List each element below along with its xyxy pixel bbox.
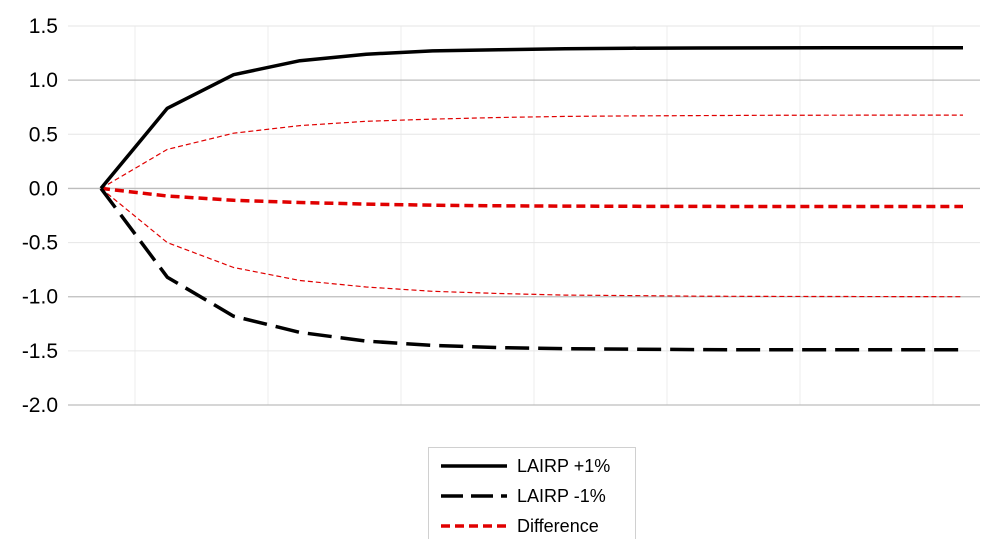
series-line-0 bbox=[99, 45, 963, 190]
series-lines bbox=[99, 45, 964, 352]
series-line-3 bbox=[100, 114, 963, 189]
y-tick-label: -1.5 bbox=[22, 340, 58, 363]
legend: LAIRP +1% LAIRP -1% Difference bbox=[428, 447, 636, 539]
chart-svg: 1.5 1.0 0.5 0.0 -0.5 -1.0 -1.5 -2.0 bbox=[22, 15, 980, 417]
y-tick-label: -1.0 bbox=[22, 286, 58, 309]
y-tick-label: 0.0 bbox=[29, 177, 58, 200]
legend-swatch-difference bbox=[441, 524, 507, 528]
series-line-4 bbox=[100, 187, 964, 298]
y-tick-label: 1.5 bbox=[29, 15, 58, 38]
legend-item-lairp-minus: LAIRP -1% bbox=[439, 484, 606, 508]
legend-item-difference: Difference bbox=[439, 514, 599, 538]
legend-item-lairp-plus: LAIRP +1% bbox=[439, 454, 610, 478]
y-tick-label: 0.5 bbox=[29, 123, 58, 146]
y-tick-label: -0.5 bbox=[22, 232, 58, 255]
legend-label-lairp-minus: LAIRP -1% bbox=[517, 485, 606, 506]
legend-swatch-lairp-minus bbox=[441, 494, 507, 498]
legend-label-difference: Difference bbox=[517, 515, 599, 536]
series-line-2 bbox=[100, 186, 963, 209]
y-tick-label: 1.0 bbox=[29, 69, 58, 92]
legend-label-lairp-plus: LAIRP +1% bbox=[517, 455, 611, 476]
y-tick-label: -2.0 bbox=[22, 394, 58, 417]
series-line-1 bbox=[99, 187, 963, 352]
y-tick-labels: 1.5 1.0 0.5 0.0 -0.5 -1.0 -1.5 -2.0 bbox=[22, 15, 58, 417]
legend-swatch-lairp-plus bbox=[441, 464, 507, 468]
